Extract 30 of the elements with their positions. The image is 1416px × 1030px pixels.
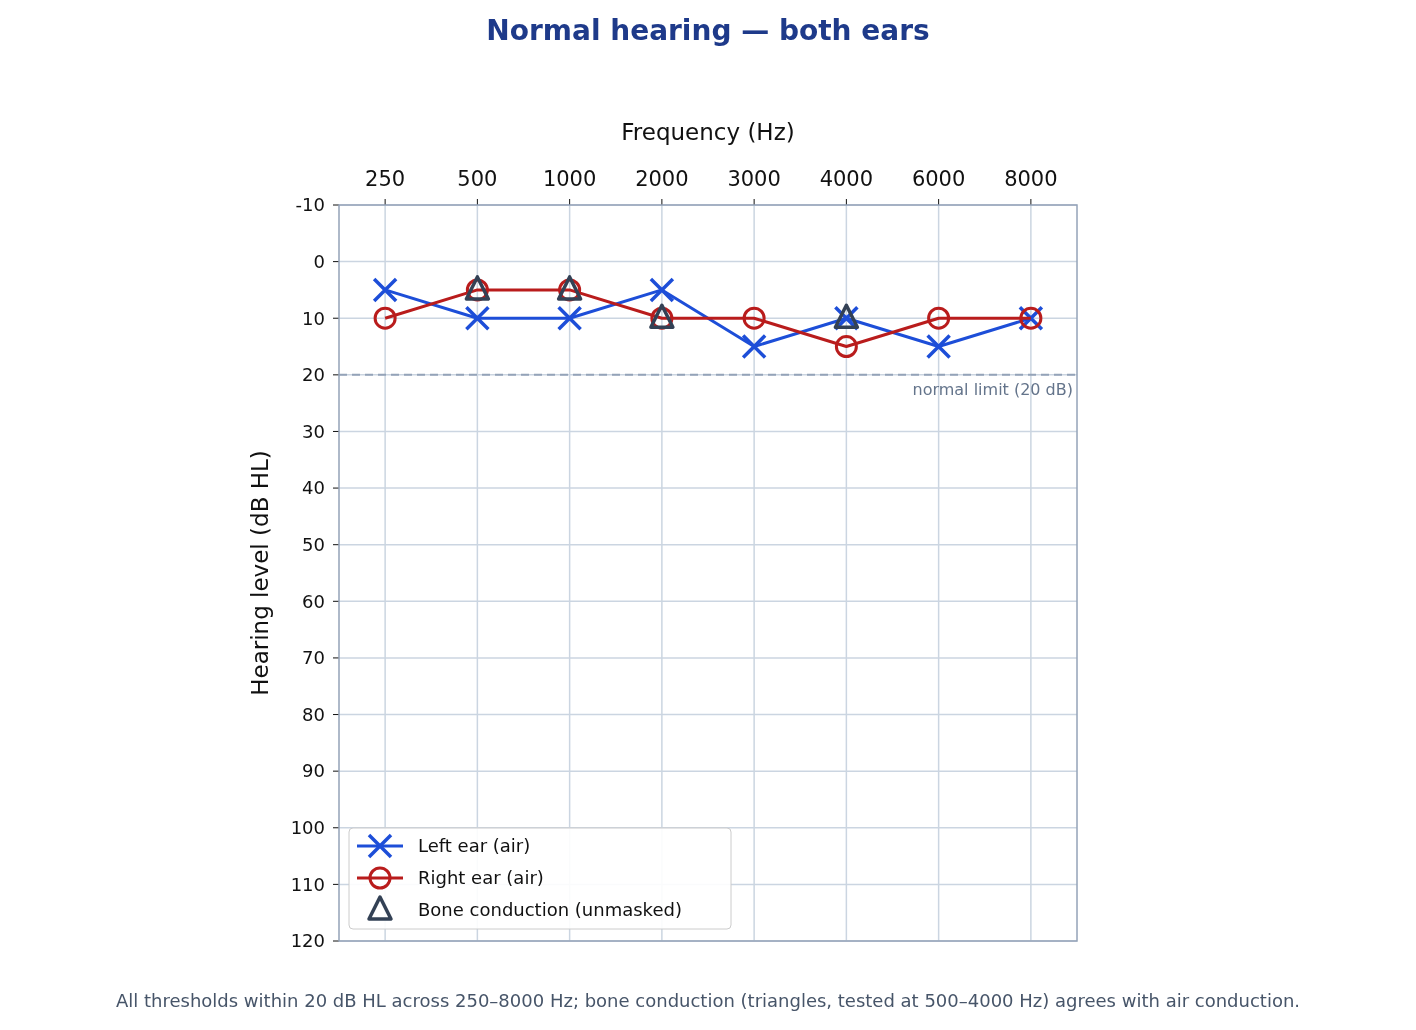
y-axis-title: Hearing level (dB HL) <box>247 450 273 696</box>
x-tick-label: 250 <box>365 167 406 191</box>
y-tick-label: 30 <box>302 420 325 442</box>
y-tick-label: 40 <box>302 477 325 499</box>
y-tick-label: 100 <box>290 817 325 839</box>
x-tick-label: 8000 <box>1004 167 1058 191</box>
y-tick-label: 70 <box>302 647 325 669</box>
legend-label: Right ear (air) <box>418 867 544 889</box>
y-tick-label: 50 <box>302 533 325 555</box>
y-tick-label: -10 <box>295 194 325 216</box>
x-axis-title: Frequency (Hz) <box>621 119 795 145</box>
x-tick-label: 6000 <box>911 167 966 191</box>
y-tick-label: 110 <box>290 873 325 895</box>
x-tick-label: 1000 <box>542 167 597 191</box>
y-tick-label: 60 <box>302 590 325 612</box>
x-tick-label: 2000 <box>635 167 689 191</box>
legend-label: Bone conduction (unmasked) <box>418 899 682 921</box>
y-tick-label: 120 <box>290 930 325 952</box>
x-tick-label: 500 <box>457 167 498 191</box>
y-tick-label: 90 <box>302 760 325 782</box>
x-tick-label: 3000 <box>727 167 781 191</box>
ref-line-label: normal limit (20 dB) <box>912 379 1073 399</box>
y-tick-label: 0 <box>313 250 325 272</box>
y-tick-label: 80 <box>302 703 325 725</box>
x-tick-label: 4000 <box>819 167 874 191</box>
y-tick-label: 20 <box>302 364 325 386</box>
legend-label: Left ear (air) <box>418 835 531 857</box>
chart-title: Normal hearing — both ears <box>486 14 930 47</box>
text: All thresholds within 20 dB HL across 250–8000 Hz; bone conduction (triangles, tested at 500–4000 Hz) agrees with air conduction. <box>115 990 1301 1011</box>
y-tick-label: 10 <box>302 307 325 329</box>
